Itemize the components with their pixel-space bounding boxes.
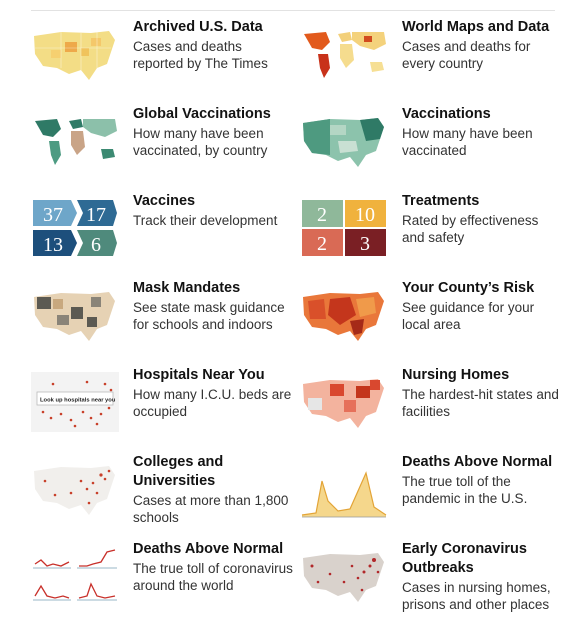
card-vaccinations[interactable]: Vaccinations How many have been vaccinat… xyxy=(300,105,565,187)
card-description: See guidance for your local area xyxy=(402,300,535,332)
card-title: Vaccines xyxy=(133,193,196,209)
card-vaccines[interactable]: 37 17 13 6 Vaccines Track their developm… xyxy=(31,192,296,274)
hospitals-map-thumbnail: Look up hospitals near you xyxy=(31,372,119,432)
tracker-grid: Archived U.S. Data Cases and deaths repo… xyxy=(31,18,561,633)
card-title: Archived U.S. Data xyxy=(133,19,263,35)
card-title: Nursing Homes xyxy=(402,367,510,383)
card-description: The true toll of the pandemic in the U.S… xyxy=(402,474,528,506)
card-description: How many have been vaccinated xyxy=(402,126,533,158)
treatment-count-tile: 2 xyxy=(317,233,327,255)
vaccine-count-tile: 6 xyxy=(91,234,101,256)
world-excess-deaths-charts-thumbnail xyxy=(31,546,119,606)
card-title: Global Vaccinations xyxy=(133,106,271,122)
card-description: How many I.C.U. beds are occupied xyxy=(133,387,292,419)
world-cases-map-thumbnail xyxy=(300,24,388,84)
section-divider xyxy=(31,10,555,11)
card-description: The hardest-hit states and facilities xyxy=(402,387,559,419)
vaccine-count-tile: 37 xyxy=(43,204,63,226)
vaccine-tracker-tiles: 37 17 13 6 xyxy=(31,198,119,258)
early-outbreaks-map-thumbnail xyxy=(300,546,388,606)
card-description: Cases in nursing homes, prisons and othe… xyxy=(402,580,551,612)
vaccine-count-tile: 17 xyxy=(86,204,106,226)
card-mask-mandates[interactable]: Mask Mandates See state mask guidance fo… xyxy=(31,279,296,361)
card-title: Your County’s Risk xyxy=(402,280,535,296)
card-title: Colleges and Universities xyxy=(133,454,224,489)
card-description: Cases and deaths for every country xyxy=(402,39,531,71)
card-description: Rated by effectiveness and safety xyxy=(402,213,539,245)
card-title: World Maps and Data xyxy=(402,19,550,35)
county-risk-map-thumbnail xyxy=(300,285,388,345)
excess-deaths-chart-thumbnail xyxy=(300,459,388,519)
mask-mandate-map-thumbnail xyxy=(31,285,119,345)
treatment-count-tile: 2 xyxy=(317,204,327,226)
nursing-homes-map-thumbnail xyxy=(300,372,388,432)
card-description: Cases at more than 1,800 schools xyxy=(133,493,289,525)
card-archived-us-data[interactable]: Archived U.S. Data Cases and deaths repo… xyxy=(31,18,296,100)
card-title: Mask Mandates xyxy=(133,280,241,296)
card-deaths-above-normal-world[interactable]: Deaths Above Normal The true toll of cor… xyxy=(31,540,296,622)
hospital-search-label: Look up hospitals near you xyxy=(40,398,116,404)
card-title: Treatments xyxy=(402,193,480,209)
card-description: Cases and deaths reported by The Times xyxy=(133,39,268,71)
card-description: How many have been vaccinated, by countr… xyxy=(133,126,268,158)
card-deaths-above-normal-us[interactable]: Deaths Above Normal The true toll of the… xyxy=(300,453,565,535)
us-vaccination-map-thumbnail xyxy=(300,111,388,171)
card-county-risk[interactable]: Your County’s Risk See guidance for your… xyxy=(300,279,565,361)
card-world-maps-and-data[interactable]: World Maps and Data Cases and deaths for… xyxy=(300,18,565,100)
card-title: Vaccinations xyxy=(402,106,491,122)
colleges-map-thumbnail xyxy=(31,459,119,519)
card-colleges-and-universities[interactable]: Colleges and Universities Cases at more … xyxy=(31,453,296,535)
card-title: Early Coronavirus Outbreaks xyxy=(402,541,527,576)
card-description: See state mask guidance for schools and … xyxy=(133,300,285,332)
card-title: Hospitals Near You xyxy=(133,367,265,383)
card-description: The true toll of coronavirus around the … xyxy=(133,561,293,593)
vaccine-count-tile: 13 xyxy=(43,234,63,256)
treatment-count-tile: 10 xyxy=(355,204,375,226)
card-hospitals-near-you[interactable]: Look up hospitals near you Hospitals Nea… xyxy=(31,366,296,448)
world-vaccination-map-thumbnail xyxy=(31,111,119,171)
treatment-tiles: 2 10 2 3 xyxy=(300,198,388,258)
treatment-count-tile: 3 xyxy=(360,233,370,255)
card-treatments[interactable]: 2 10 2 3 Treatments Rated by effectivene… xyxy=(300,192,565,274)
card-description: Track their development xyxy=(133,213,278,228)
card-title: Deaths Above Normal xyxy=(133,541,284,557)
card-title: Deaths Above Normal xyxy=(402,454,553,470)
card-nursing-homes[interactable]: Nursing Homes The hardest-hit states and… xyxy=(300,366,565,448)
card-global-vaccinations[interactable]: Global Vaccinations How many have been v… xyxy=(31,105,296,187)
card-early-coronavirus-outbreaks[interactable]: Early Coronavirus Outbreaks Cases in nur… xyxy=(300,540,565,622)
us-cases-map-thumbnail xyxy=(31,24,119,84)
